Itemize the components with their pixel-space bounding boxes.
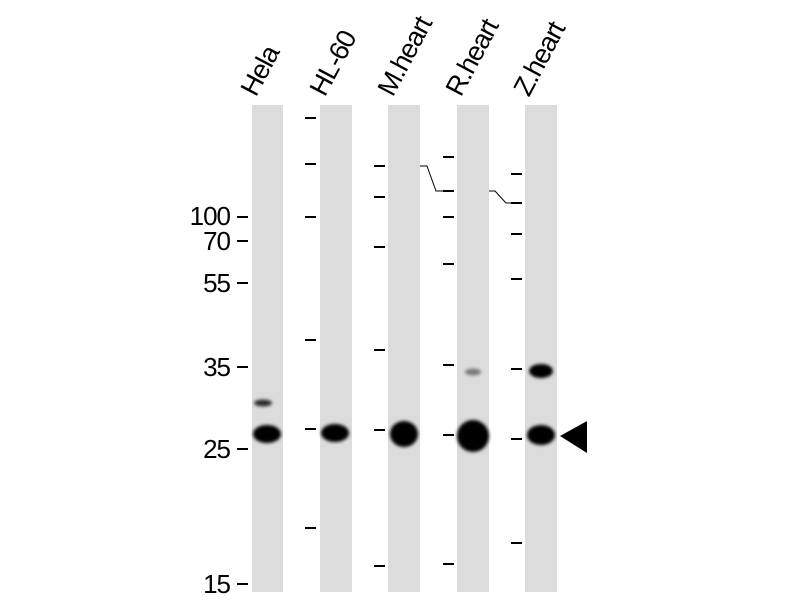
connector-4-5 — [489, 190, 522, 204]
lane-hela — [252, 105, 283, 592]
connectors — [420, 165, 522, 204]
marker-55: 55 — [203, 268, 231, 298]
ticks-lane3 — [374, 165, 385, 567]
connector-3-4 — [420, 165, 454, 192]
bands — [253, 364, 555, 452]
band-rheart-main — [457, 420, 489, 452]
lane-rheart — [457, 105, 489, 592]
arrow-icon — [560, 421, 587, 453]
band-zheart-main — [527, 425, 555, 445]
lane-mheart — [388, 105, 420, 592]
ticks-lane2 — [305, 117, 316, 529]
ticks-lane5 — [511, 173, 522, 544]
lane-hl60 — [320, 105, 352, 592]
band-rheart-upper — [465, 368, 481, 376]
marker-35: 35 — [203, 352, 231, 382]
band-mheart-main — [390, 421, 418, 447]
band-hela-upper — [254, 399, 272, 407]
lanes — [252, 105, 557, 592]
marker-25: 25 — [203, 434, 231, 464]
marker-100: 100 — [189, 201, 231, 231]
band-hela-main — [253, 425, 281, 443]
lane-zheart — [525, 105, 557, 592]
ticks-lane4 — [443, 156, 454, 565]
marker-15: 15 — [203, 569, 231, 599]
marker-70: 70 — [203, 226, 231, 256]
ticks-lane1 — [237, 216, 248, 585]
band-zheart-upper — [529, 364, 553, 378]
band-hl60-main — [321, 424, 349, 442]
